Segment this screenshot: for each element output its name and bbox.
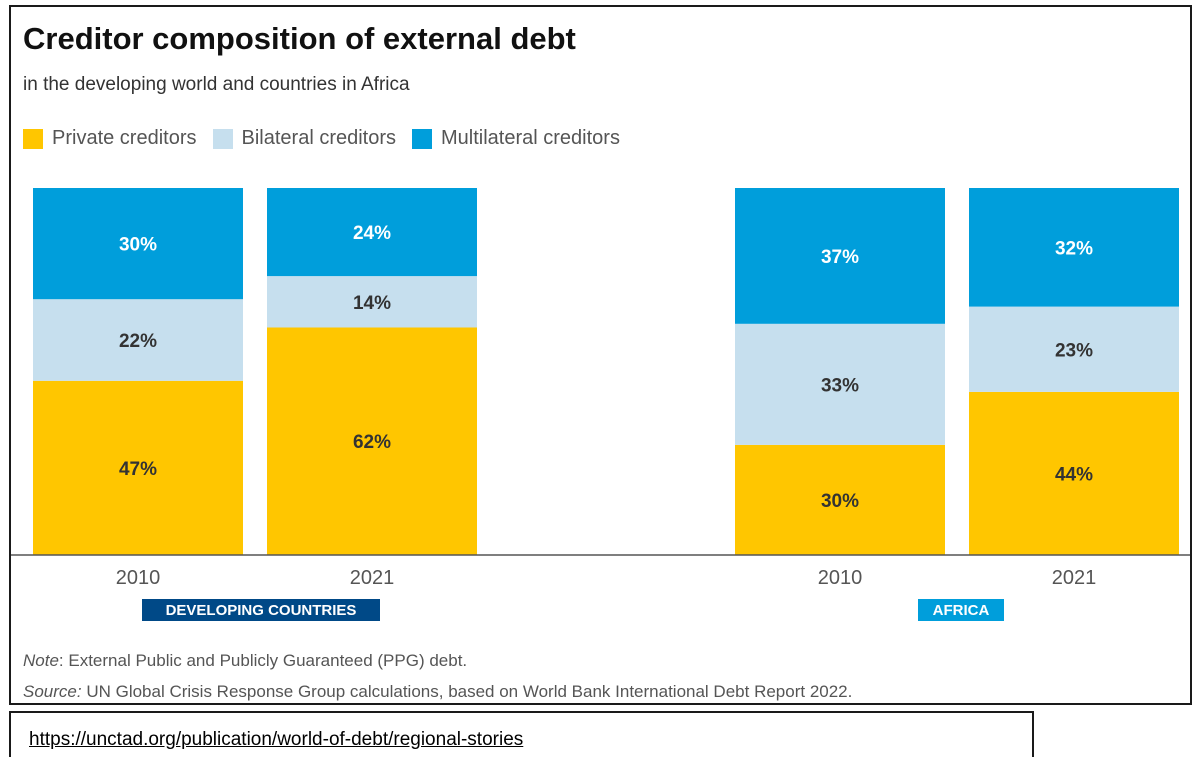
bar-1-2021-multilateral-label: 24%: [353, 223, 391, 244]
bar-1-2010-bilateral: [33, 299, 243, 381]
legend-label-multilateral: Multilateral creditors: [441, 127, 620, 149]
x-tick-label: 2010: [818, 567, 863, 589]
bar-2-2021-multilateral: [969, 188, 1179, 307]
bar-1-2010-private: [33, 380, 243, 555]
bar-1-2021-bilateral-label: 14%: [353, 293, 391, 314]
legend-swatch-bilateral: [212, 128, 233, 149]
group-label: DEVELOPING COUNTRIES: [166, 602, 357, 619]
group-label: AFRICA: [933, 602, 990, 619]
legend: Private creditors Bilateral creditors Mu…: [23, 127, 636, 150]
legend-item-bilateral: Bilateral creditors: [212, 127, 397, 150]
source-text: UN Global Crisis Response Group calculat…: [81, 682, 853, 701]
source-url-link[interactable]: https://unctad.org/publication/world-of-…: [29, 729, 524, 750]
bar-2-2010-bilateral: [735, 323, 945, 445]
stacked-bar-chart: 47% 22% 30% 2010 62% 14% 24% 2021 DEVELOPING COU…: [11, 188, 1190, 621]
url-box: https://unctad.org/publication/world-of-…: [9, 711, 1034, 757]
legend-label-private: Private creditors: [52, 127, 197, 149]
group-label-bg: [142, 599, 380, 621]
x-tick-label: 2010: [116, 567, 161, 589]
bar-2-2021-bilateral-label: 23%: [1055, 340, 1093, 361]
x-tick-label: 2021: [350, 567, 395, 589]
note-text: : External Public and Publicly Guarantee…: [58, 651, 468, 670]
bar-2-2021-private: [969, 391, 1179, 555]
bar-2-2021-private-label: 44%: [1055, 464, 1093, 485]
bar-1-2021-private: [267, 327, 477, 555]
bar-2-2021-bilateral: [969, 306, 1179, 392]
bar-2-2021-multilateral-label: 32%: [1055, 238, 1093, 259]
bar-2-2010-private-label: 30%: [821, 491, 859, 512]
bar-1-2021-multilateral: [267, 188, 477, 277]
bar-1-2021-bilateral: [267, 276, 477, 328]
bar-2-2010-private: [735, 444, 945, 555]
note-label: Note: [23, 651, 59, 670]
chart-note: Note: External Public and Publicly Guara…: [23, 651, 467, 671]
bar-2-2010-multilateral: [735, 188, 945, 324]
bar-2-2010-bilateral-label: 33%: [821, 375, 859, 396]
chart-subtitle: in the developing world and countries in…: [23, 74, 410, 95]
bar-1-2010-multilateral: [33, 188, 243, 300]
chart-title: Creditor composition of external debt: [23, 21, 576, 56]
bar-1-2010-bilateral-label: 22%: [119, 331, 157, 352]
legend-swatch-private: [23, 128, 43, 149]
legend-item-private: Private creditors: [23, 127, 197, 150]
group-label-bg: [918, 599, 1004, 621]
chart-frame: Creditor composition of external debt in…: [9, 5, 1192, 705]
bar-1-2010-multilateral-label: 30%: [119, 235, 157, 256]
bar-1-2010-private-label: 47%: [119, 459, 157, 480]
legend-swatch-multilateral: [412, 128, 433, 149]
legend-item-multilateral: Multilateral creditors: [412, 127, 620, 150]
x-tick-label: 2021: [1052, 567, 1097, 589]
bar-1-2021-private-label: 62%: [353, 432, 391, 453]
legend-label-bilateral: Bilateral creditors: [241, 127, 397, 149]
source-label: Source:: [23, 682, 82, 701]
bar-2-2010-multilateral-label: 37%: [821, 247, 859, 268]
chart-source: Source: UN Global Crisis Response Group …: [23, 682, 852, 702]
